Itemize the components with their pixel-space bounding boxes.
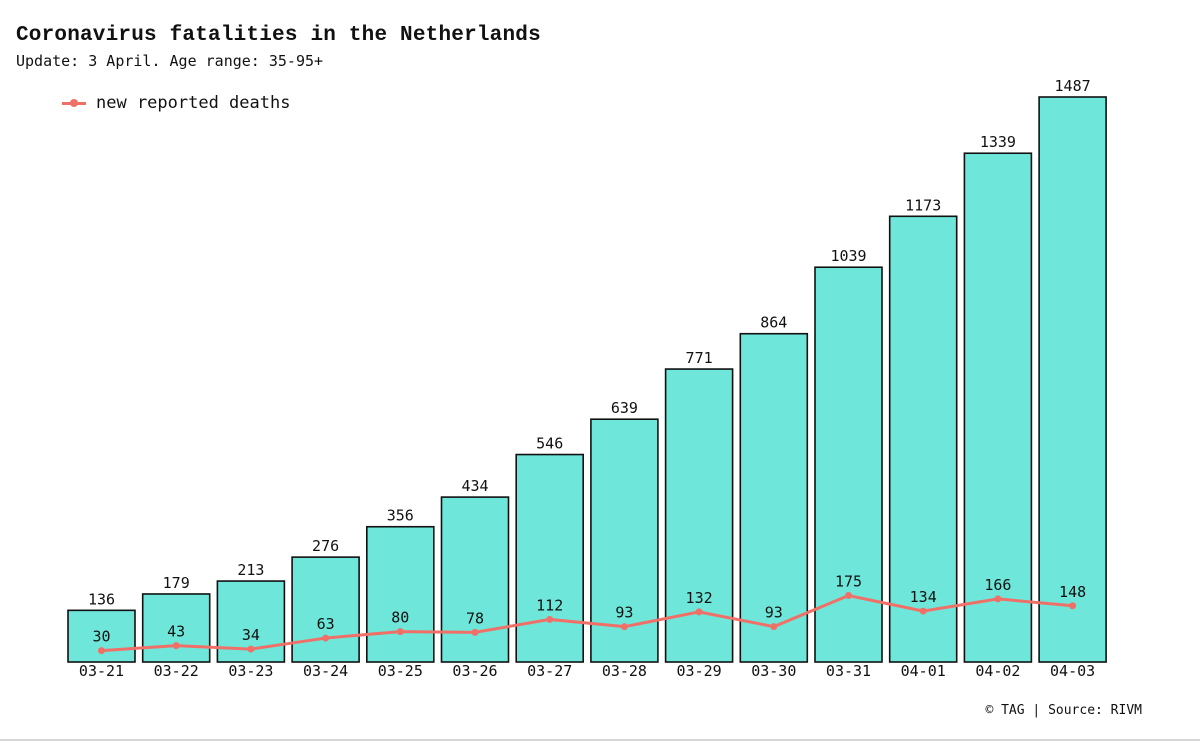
new-deaths-line: [101, 593, 1073, 653]
new-deaths-label-04-03: 148: [1059, 583, 1086, 601]
new-deaths-label-03-29: 132: [686, 589, 713, 607]
new-deaths-label-03-25: 80: [391, 609, 409, 627]
chart-subtitle: Update: 3 April. Age range: 35-95+: [16, 52, 324, 70]
x-tick-label-03-25: 03-25: [378, 662, 423, 680]
bar-value-label-03-27: 546: [536, 435, 563, 453]
bar-value-label-03-21: 136: [88, 590, 115, 608]
new-deaths-label-03-21: 30: [92, 628, 110, 646]
x-tick-label-04-03: 04-03: [1050, 662, 1095, 680]
bar-03-30: [739, 332, 809, 663]
x-tick-label-03-31: 03-31: [826, 662, 871, 680]
bar-value-label-04-03: 1487: [1055, 77, 1091, 95]
new-deaths-label-04-01: 134: [910, 588, 937, 606]
bar-value-label-04-01: 1173: [905, 196, 941, 214]
new-deaths-label-03-26: 78: [466, 609, 484, 627]
new-deaths-point-03-21: [98, 647, 105, 655]
x-tick-label-04-02: 04-02: [975, 662, 1020, 680]
x-tick-label-03-28: 03-28: [602, 662, 647, 680]
source-credit: © TAG | Source: RIVM: [985, 703, 1142, 718]
bottom-divider: [0, 739, 1200, 741]
bar-value-label-03-30: 864: [760, 314, 787, 332]
new-deaths-point-03-26: [471, 628, 479, 636]
bar-03-21: [67, 609, 136, 663]
new-deaths-point-03-22: [172, 642, 180, 650]
new-deaths-point-03-27: [546, 615, 554, 623]
x-tick-label-03-24: 03-24: [303, 662, 348, 680]
bar-03-24: [291, 556, 360, 663]
new-deaths-point-04-03: [1069, 602, 1077, 610]
bar-04-01: [888, 215, 958, 663]
new-deaths-label-03-30: 93: [765, 604, 783, 622]
bar-value-label-03-23: 213: [237, 561, 264, 579]
bar-03-31: [814, 266, 883, 663]
x-tick-label-04-01: 04-01: [901, 662, 946, 680]
new-deaths-label-03-31: 175: [835, 573, 862, 591]
bar-03-27: [515, 453, 585, 663]
new-deaths-point-04-02: [994, 595, 1002, 603]
new-deaths-point-03-23: [247, 645, 255, 653]
x-tick-label-03-29: 03-29: [677, 662, 722, 680]
new-deaths-point-03-30: [770, 623, 778, 631]
x-tick-label-03-21: 03-21: [79, 662, 124, 680]
bar-03-25: [365, 525, 435, 663]
x-tick-label-03-27: 03-27: [527, 662, 572, 680]
new-deaths-point-03-31: [845, 592, 852, 600]
x-tick-label-03-30: 03-30: [751, 662, 796, 680]
legend-line-marker-icon: [62, 96, 86, 110]
new-deaths-point-03-29: [695, 608, 703, 616]
legend: new reported deaths: [62, 93, 290, 113]
bar-04-02: [963, 152, 1033, 663]
bar-03-22: [141, 593, 211, 663]
bar-value-label-03-26: 434: [461, 477, 488, 495]
new-deaths-label-03-24: 63: [317, 615, 335, 633]
bar-value-label-03-28: 639: [611, 399, 638, 417]
new-deaths-label-03-28: 93: [615, 604, 633, 622]
bar-value-label-03-24: 276: [312, 537, 339, 555]
new-deaths-point-03-28: [620, 623, 628, 631]
bar-03-29: [664, 368, 734, 663]
legend-label: new reported deaths: [96, 93, 291, 113]
bar-value-label-03-29: 771: [686, 349, 713, 367]
bar-value-label-03-31: 1039: [830, 247, 866, 265]
bar-04-03: [1038, 96, 1107, 663]
new-deaths-label-03-27: 112: [536, 596, 563, 614]
bar-value-label-04-02: 1339: [980, 133, 1016, 151]
x-tick-label-03-22: 03-22: [154, 662, 199, 680]
new-deaths-label-03-22: 43: [167, 623, 185, 641]
new-deaths-point-03-25: [396, 628, 404, 636]
new-deaths-point-04-01: [919, 607, 927, 615]
x-tick-label-03-23: 03-23: [228, 662, 273, 680]
bar-03-26: [440, 496, 510, 663]
new-deaths-point-03-24: [322, 634, 330, 642]
bar-value-label-03-25: 356: [387, 507, 414, 525]
chart-title: Coronavirus fatalities in the Netherland…: [16, 24, 541, 47]
new-deaths-label-03-23: 34: [242, 626, 260, 644]
bar-value-label-03-22: 179: [163, 574, 190, 592]
x-tick-label-03-26: 03-26: [452, 662, 497, 680]
new-deaths-label-04-02: 166: [984, 576, 1011, 594]
